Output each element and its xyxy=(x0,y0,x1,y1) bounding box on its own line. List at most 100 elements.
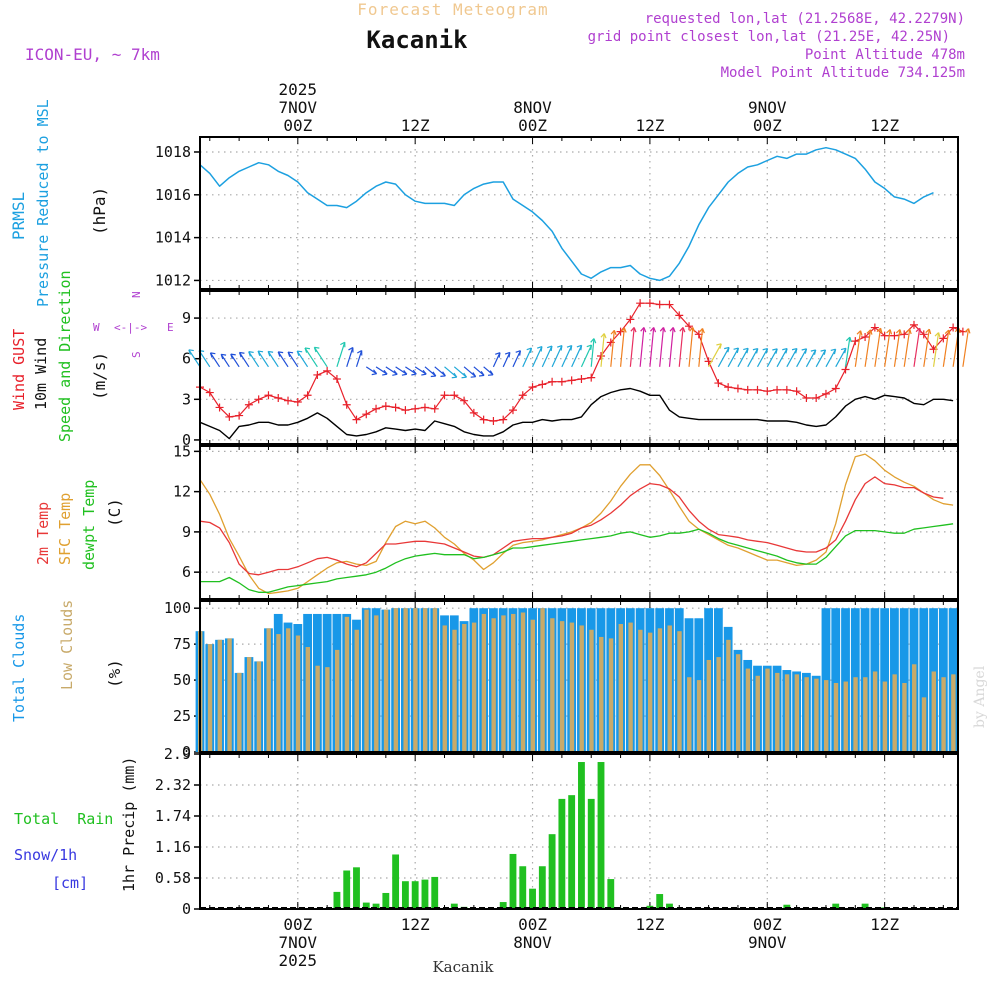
low-cloud-bar xyxy=(647,632,653,752)
rain-bar xyxy=(558,798,566,909)
wind-arrow-head xyxy=(782,347,788,354)
low-cloud-bar xyxy=(882,681,888,752)
low-cloud-bar xyxy=(657,628,663,752)
pressure-series-line xyxy=(199,146,934,282)
gust-marker xyxy=(870,323,879,332)
wind-arrow-head xyxy=(830,348,837,355)
wind-arrow-head xyxy=(382,369,388,376)
wind-arrow-head xyxy=(586,344,593,351)
wind-direction-arrow xyxy=(492,352,501,368)
snow-unit: [cm] xyxy=(52,874,88,892)
rain-bar xyxy=(607,879,615,909)
wind-direction-arrow xyxy=(942,330,950,367)
gust-marker xyxy=(528,383,537,392)
rain-bar xyxy=(353,867,360,909)
wind-direction-arrow xyxy=(365,366,377,375)
wind-arrow-head xyxy=(461,372,468,379)
low-cloud-bar xyxy=(520,612,526,752)
low-cloud-bar xyxy=(843,681,848,752)
wind-direction-arrow xyxy=(220,353,230,368)
wind-direction-arrow xyxy=(502,352,511,368)
rain-bar xyxy=(450,903,458,909)
wind-ytick-label: 0 xyxy=(182,431,191,449)
wind-arrow-head xyxy=(304,347,311,353)
rain-bar xyxy=(372,903,380,909)
wind-direction-arrow xyxy=(825,348,837,368)
wind-panel: 9 6 3 0 xyxy=(182,290,971,449)
bottom-time-label: 7NOV xyxy=(279,933,318,952)
gust-marker xyxy=(880,331,889,340)
wind-direction-arrow xyxy=(688,327,694,367)
low-cloud-bar xyxy=(334,649,340,752)
location-name: Kacanik xyxy=(366,26,468,54)
gust-marker xyxy=(587,373,596,382)
top-time-label: 12Z xyxy=(870,116,899,135)
low-cloud-bar xyxy=(628,622,633,752)
gust-marker xyxy=(293,398,302,407)
pressure-ytick-label: 1014 xyxy=(155,229,191,247)
clouds-ytick-label: 25 xyxy=(173,707,191,725)
gust-marker xyxy=(460,396,469,405)
gust-marker xyxy=(773,385,782,394)
total-cloud-bar xyxy=(880,608,890,752)
clouds-ytick-label: 100 xyxy=(164,599,191,617)
wind-arrow-head xyxy=(230,353,236,360)
low-cloud-bar xyxy=(540,608,545,752)
gust-marker xyxy=(890,331,899,340)
wind-arrow-head xyxy=(451,372,458,379)
wind-direction-arrow xyxy=(619,327,625,367)
clouds-ytick-label: 50 xyxy=(173,671,191,689)
gust-marker xyxy=(919,330,928,339)
low-cloud-bar xyxy=(589,629,594,752)
total-cloud-bar xyxy=(831,608,841,752)
gust-marker xyxy=(812,393,821,402)
wind-arrow-head xyxy=(470,372,477,378)
gust-marker xyxy=(949,323,958,332)
low-cloud-bar xyxy=(765,668,770,752)
grid-point-coords: grid point closest lon,lat (21.25E, 42.2… xyxy=(588,29,950,45)
wind-ytick-label: 6 xyxy=(182,350,191,368)
wind-direction-arrow xyxy=(698,328,704,367)
gust-marker xyxy=(401,406,410,415)
temp-ytick-label: 6 xyxy=(182,563,191,581)
rain-bar xyxy=(783,904,791,909)
temp-ytick-label: 15 xyxy=(173,442,191,460)
wind-arrow-head xyxy=(287,351,294,357)
wind-arrow-head xyxy=(762,347,769,354)
precip-frame xyxy=(199,753,959,910)
wind-arrow-head xyxy=(340,341,346,348)
precip-ytick-label: 1.16 xyxy=(155,838,191,856)
bottom-time-label: 00Z xyxy=(518,915,547,934)
wind-direction-arrow xyxy=(796,348,808,368)
low-cloud-bar xyxy=(902,682,907,752)
wind-arrow-head xyxy=(925,328,932,335)
gust-marker xyxy=(851,337,860,346)
wind-arrow-head xyxy=(630,327,637,333)
gust-marker xyxy=(303,391,312,400)
gust-marker xyxy=(479,415,488,424)
rain-bar xyxy=(499,902,507,909)
low-cloud-bar xyxy=(374,615,379,752)
wind-arrow-head xyxy=(752,347,759,354)
wind-direction-arrow xyxy=(296,350,309,368)
wind-arrow-head xyxy=(421,369,427,376)
low-cloud-bar xyxy=(794,674,800,752)
low-cloud-bar xyxy=(706,659,712,752)
pressure-panel: 1018 1016 1014 1012 xyxy=(155,136,959,290)
gust-marker xyxy=(861,333,870,342)
wind-arrow-head xyxy=(515,350,522,356)
bottom-time-label: 12Z xyxy=(870,915,899,934)
bottom-time-label: 12Z xyxy=(401,915,430,934)
gust-marker xyxy=(685,322,694,331)
wind-arrow-head xyxy=(801,348,808,354)
wind-direction-arrow xyxy=(776,348,788,368)
wind-arrow-head xyxy=(743,347,749,354)
wind-direction-arrow xyxy=(248,351,260,368)
gust-marker xyxy=(508,406,517,415)
low-cloud-bar xyxy=(432,608,438,752)
wind-frame xyxy=(199,290,959,445)
rain-bar xyxy=(597,762,605,909)
wind-arrow-head xyxy=(356,350,363,356)
wind-arrow-head xyxy=(620,327,627,333)
